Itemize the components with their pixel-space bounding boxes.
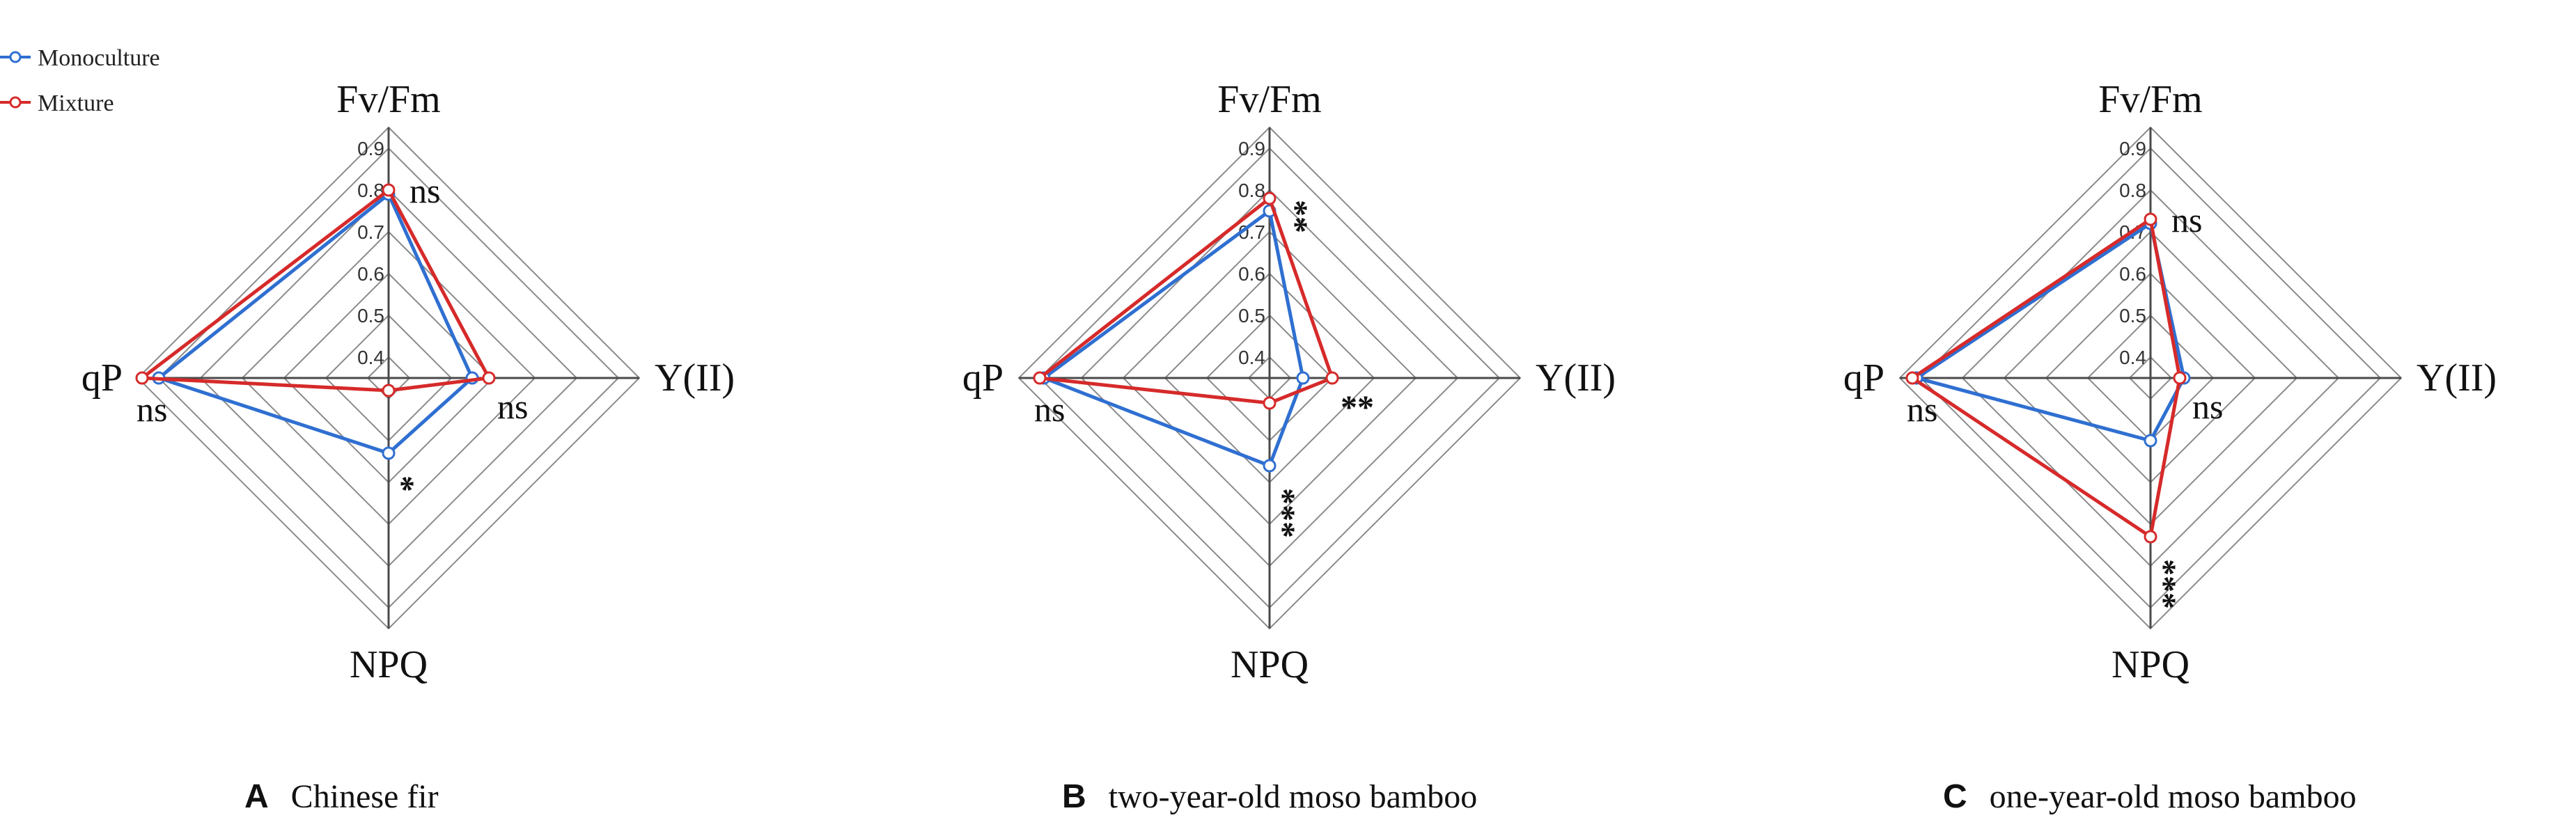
tick-label: 0.6 bbox=[357, 263, 384, 285]
legend-marker-mixture bbox=[9, 96, 22, 109]
significance-label-fv-fm: ns bbox=[409, 171, 440, 210]
tick-label: 0.9 bbox=[357, 138, 384, 159]
data-point-monoculture-npq bbox=[382, 446, 396, 460]
data-point-mixture-fv-fm bbox=[2144, 212, 2157, 226]
tick-label: 0.7 bbox=[357, 221, 384, 243]
legend-marker-monoculture bbox=[9, 51, 22, 63]
tick-label: 0.6 bbox=[2119, 263, 2146, 285]
tick-label: 0.8 bbox=[1238, 180, 1265, 201]
series-line-monoculture bbox=[1040, 207, 1305, 468]
legend-label-mixture: Mixture bbox=[38, 90, 114, 116]
significance-label-npq: *** bbox=[1265, 488, 1302, 538]
panel-letter: B bbox=[1062, 778, 1086, 815]
axis-label-y-ii: Y(II) bbox=[1536, 356, 1616, 400]
axis-label-fv-fm: Fv/Fm bbox=[2098, 78, 2202, 121]
axis-label-qp: qP bbox=[962, 356, 1004, 400]
panel-letter: C bbox=[1943, 778, 1967, 815]
tick-label: 0.4 bbox=[2119, 347, 2146, 368]
data-point-mixture-fv-fm bbox=[382, 183, 396, 197]
data-point-mixture-qp bbox=[1905, 371, 1919, 385]
tick-label: 0.4 bbox=[1238, 347, 1265, 368]
significance-label-fv-fm: ** bbox=[1277, 200, 1314, 233]
significance-label-y-ii: ns bbox=[497, 387, 528, 426]
axis-label-fv-fm: Fv/Fm bbox=[336, 78, 440, 121]
significance-label-qp: ns bbox=[1034, 390, 1065, 429]
data-point-mixture-npq bbox=[2144, 530, 2157, 544]
data-point-mixture-npq bbox=[1263, 396, 1277, 410]
axis-label-y-ii: Y(II) bbox=[2417, 356, 2497, 400]
legend: Monoculture Mixture bbox=[0, 45, 160, 116]
tick-label: 0.6 bbox=[1238, 263, 1265, 285]
axis-label-npq: NPQ bbox=[2111, 643, 2189, 686]
axis-label-npq: NPQ bbox=[350, 643, 428, 686]
tick-label: 0.5 bbox=[2119, 305, 2146, 326]
significance-label-fv-fm: ns bbox=[2171, 200, 2202, 239]
significance-label-qp: ns bbox=[136, 390, 167, 429]
panel-caption: A Chinese fir bbox=[244, 778, 439, 815]
significance-label-y-ii: ns bbox=[2192, 387, 2223, 426]
significance-label-npq: * bbox=[384, 475, 421, 492]
data-point-monoculture-y-ii bbox=[1296, 371, 1310, 385]
tick-label: 0.5 bbox=[357, 305, 384, 326]
data-point-mixture-qp bbox=[1033, 371, 1047, 385]
data-point-mixture-y-ii bbox=[1325, 371, 1339, 385]
tick-label: 0.9 bbox=[1238, 138, 1265, 159]
panel-c: 0.40.50.60.70.80.9Fv/FmY(II)NPQqPnsns***… bbox=[1843, 78, 2497, 815]
significance-label-qp: ns bbox=[1907, 390, 1937, 429]
axis-label-fv-fm: Fv/Fm bbox=[1217, 78, 1321, 121]
panel-title: Chinese fir bbox=[291, 778, 439, 815]
data-point-monoculture-npq bbox=[1263, 459, 1277, 473]
axis-label-qp: qP bbox=[1843, 356, 1884, 400]
tick-label: 0.8 bbox=[2119, 180, 2146, 201]
axis-label-y-ii: Y(II) bbox=[655, 356, 735, 400]
panel-title: two-year-old moso bamboo bbox=[1109, 778, 1478, 815]
data-point-mixture-y-ii bbox=[2173, 371, 2187, 385]
axis-label-qp: qP bbox=[81, 356, 123, 400]
tick-label: 0.9 bbox=[2119, 138, 2146, 159]
significance-label-y-ii: ** bbox=[1341, 389, 1374, 426]
legend-label-monoculture: Monoculture bbox=[38, 45, 160, 71]
data-point-mixture-fv-fm bbox=[1263, 191, 1277, 205]
data-point-monoculture-npq bbox=[2144, 434, 2157, 448]
series-line-monoculture bbox=[155, 191, 475, 455]
data-point-mixture-y-ii bbox=[482, 371, 496, 385]
tick-label: 0.4 bbox=[357, 347, 384, 368]
panel-title: one-year-old moso bamboo bbox=[1990, 778, 2357, 815]
panel-a: 0.40.50.60.70.80.9Fv/FmY(II)NPQqPnsns*ns… bbox=[81, 78, 735, 815]
panel-letter: A bbox=[244, 778, 269, 815]
significance-label-npq: *** bbox=[2146, 559, 2183, 609]
panel-b: 0.40.50.60.70.80.9Fv/FmY(II)NPQqP*******… bbox=[962, 78, 1616, 815]
tick-label: 0.5 bbox=[1238, 305, 1265, 326]
data-point-mixture-npq bbox=[382, 384, 396, 397]
series-line-mixture bbox=[137, 187, 492, 393]
axis-label-npq: NPQ bbox=[1231, 643, 1309, 686]
data-point-mixture-qp bbox=[135, 371, 149, 385]
